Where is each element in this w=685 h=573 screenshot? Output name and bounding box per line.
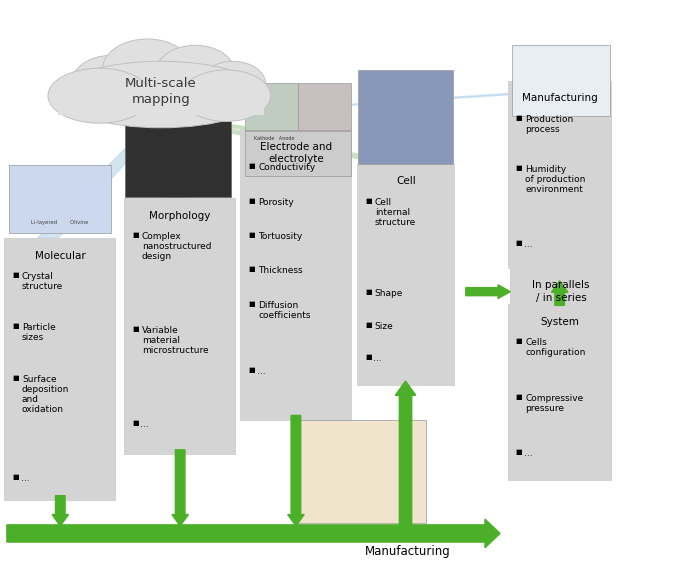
Text: Electrode and
electrolyte: Electrode and electrolyte xyxy=(260,142,332,164)
Text: ...: ... xyxy=(257,367,266,376)
Text: Porosity: Porosity xyxy=(258,198,294,207)
FancyArrow shape xyxy=(52,496,68,526)
Text: ■: ■ xyxy=(12,272,19,278)
FancyBboxPatch shape xyxy=(510,269,612,315)
Ellipse shape xyxy=(155,45,235,100)
Ellipse shape xyxy=(182,70,271,121)
FancyArrow shape xyxy=(7,519,500,548)
Text: Surface
deposition
and
oxidation: Surface deposition and oxidation xyxy=(22,375,69,414)
Text: Manufacturing: Manufacturing xyxy=(522,93,598,103)
FancyBboxPatch shape xyxy=(124,198,236,455)
Text: ■: ■ xyxy=(12,323,19,329)
FancyBboxPatch shape xyxy=(9,165,111,233)
Text: ...: ... xyxy=(524,240,533,249)
Polygon shape xyxy=(155,117,308,135)
Text: Cell: Cell xyxy=(396,176,416,186)
Text: Manufacturing: Manufacturing xyxy=(364,545,451,559)
Text: ■: ■ xyxy=(249,301,256,307)
Text: ■: ■ xyxy=(516,240,523,246)
Text: Kathode   Anode: Kathode Anode xyxy=(253,136,295,142)
FancyBboxPatch shape xyxy=(245,131,351,176)
Text: ■: ■ xyxy=(12,375,19,380)
Text: Compressive
pressure: Compressive pressure xyxy=(525,394,584,413)
Text: Diffusion
coefficients: Diffusion coefficients xyxy=(258,301,311,320)
Text: ■: ■ xyxy=(365,198,372,203)
Text: ■: ■ xyxy=(249,367,256,372)
FancyBboxPatch shape xyxy=(508,81,612,269)
Text: ■: ■ xyxy=(516,165,523,171)
FancyBboxPatch shape xyxy=(358,70,453,164)
FancyBboxPatch shape xyxy=(512,45,610,116)
Text: ■: ■ xyxy=(365,289,372,295)
FancyBboxPatch shape xyxy=(357,164,455,386)
Text: ■: ■ xyxy=(132,326,139,332)
FancyBboxPatch shape xyxy=(298,83,351,130)
Ellipse shape xyxy=(58,61,264,128)
Text: Tortuosity: Tortuosity xyxy=(258,232,303,241)
Text: ■: ■ xyxy=(132,419,139,426)
Ellipse shape xyxy=(200,61,266,107)
Ellipse shape xyxy=(103,39,192,99)
Text: ■: ■ xyxy=(516,115,523,120)
Text: Cells
configuration: Cells configuration xyxy=(525,338,586,357)
Polygon shape xyxy=(155,117,310,135)
Text: ■: ■ xyxy=(132,232,139,238)
Text: ■: ■ xyxy=(516,449,523,455)
Text: ...: ... xyxy=(21,474,29,483)
Text: ■: ■ xyxy=(249,198,256,203)
Ellipse shape xyxy=(72,56,147,111)
FancyBboxPatch shape xyxy=(297,420,426,523)
Text: ■: ■ xyxy=(249,266,256,272)
Text: Production
process: Production process xyxy=(525,115,573,134)
Ellipse shape xyxy=(48,68,151,123)
Polygon shape xyxy=(155,117,418,166)
Text: Conductivity: Conductivity xyxy=(258,163,316,172)
Text: In parallels
/ in series: In parallels / in series xyxy=(532,280,590,303)
Text: Molecular: Molecular xyxy=(34,251,86,261)
FancyArrow shape xyxy=(551,281,568,305)
FancyBboxPatch shape xyxy=(125,117,231,197)
Text: Morphology: Morphology xyxy=(149,211,210,221)
Text: ■: ■ xyxy=(365,322,372,328)
FancyBboxPatch shape xyxy=(245,83,298,130)
Polygon shape xyxy=(38,117,166,238)
Text: ■: ■ xyxy=(516,338,523,344)
Polygon shape xyxy=(155,92,555,117)
Text: ■: ■ xyxy=(365,354,372,360)
Text: Size: Size xyxy=(375,322,393,331)
Text: ...: ... xyxy=(140,419,149,429)
Text: Variable
material
microstructure: Variable material microstructure xyxy=(142,326,208,355)
FancyBboxPatch shape xyxy=(58,86,264,115)
Text: Thickness: Thickness xyxy=(258,266,303,276)
Text: ...: ... xyxy=(373,354,382,363)
Text: ■: ■ xyxy=(249,163,256,169)
Text: Shape: Shape xyxy=(375,289,403,299)
Text: Cell
internal
structure: Cell internal structure xyxy=(375,198,416,227)
FancyBboxPatch shape xyxy=(4,238,116,501)
FancyArrow shape xyxy=(466,285,510,299)
Text: Crystal
structure: Crystal structure xyxy=(22,272,63,291)
FancyArrow shape xyxy=(395,381,416,526)
Text: ■: ■ xyxy=(12,474,19,480)
Polygon shape xyxy=(155,117,188,203)
Polygon shape xyxy=(155,117,190,203)
Polygon shape xyxy=(155,117,420,166)
FancyBboxPatch shape xyxy=(240,129,352,421)
Text: ■: ■ xyxy=(249,232,256,238)
FancyArrow shape xyxy=(172,450,188,526)
Text: Particle
sizes: Particle sizes xyxy=(22,323,55,343)
FancyArrow shape xyxy=(288,415,304,526)
Text: Li-layered        Olivine: Li-layered Olivine xyxy=(32,220,88,225)
Text: Humidity
of production
environment: Humidity of production environment xyxy=(525,165,586,194)
Text: ■: ■ xyxy=(516,394,523,399)
Text: Multi-scale
mapping: Multi-scale mapping xyxy=(125,77,197,106)
Text: ...: ... xyxy=(524,449,533,458)
FancyBboxPatch shape xyxy=(508,304,612,481)
Text: System: System xyxy=(540,317,580,327)
Text: Complex
nanostructured
design: Complex nanostructured design xyxy=(142,232,211,261)
